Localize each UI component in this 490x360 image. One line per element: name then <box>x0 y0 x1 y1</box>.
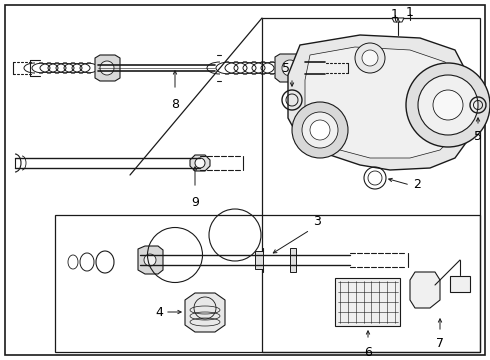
Circle shape <box>418 75 478 135</box>
Text: 7: 7 <box>436 337 444 350</box>
Text: 5: 5 <box>474 130 482 143</box>
Text: 4: 4 <box>155 306 163 319</box>
Circle shape <box>310 120 330 140</box>
Text: 9: 9 <box>191 196 199 209</box>
Polygon shape <box>392 18 404 22</box>
Text: 8: 8 <box>171 98 179 111</box>
Circle shape <box>355 43 385 73</box>
Polygon shape <box>190 155 210 171</box>
Polygon shape <box>275 54 305 82</box>
Polygon shape <box>95 55 120 81</box>
Text: 3: 3 <box>313 215 321 228</box>
Text: 5: 5 <box>282 62 290 75</box>
Bar <box>335 278 400 326</box>
Circle shape <box>302 112 338 148</box>
Circle shape <box>100 61 114 75</box>
Circle shape <box>282 60 298 76</box>
Circle shape <box>144 254 156 266</box>
Circle shape <box>362 50 378 66</box>
Circle shape <box>433 90 463 120</box>
Polygon shape <box>305 47 455 158</box>
Circle shape <box>406 63 490 147</box>
Polygon shape <box>185 293 225 332</box>
Text: 1: 1 <box>406 6 414 19</box>
Circle shape <box>292 102 348 158</box>
Text: 6: 6 <box>364 346 372 359</box>
Bar <box>450 276 470 292</box>
Polygon shape <box>410 272 440 308</box>
Polygon shape <box>288 35 468 170</box>
Bar <box>290 248 296 272</box>
Text: 2: 2 <box>413 179 421 192</box>
Polygon shape <box>138 246 163 274</box>
Circle shape <box>195 158 205 168</box>
Text: 1: 1 <box>391 8 399 21</box>
Bar <box>255 251 263 269</box>
